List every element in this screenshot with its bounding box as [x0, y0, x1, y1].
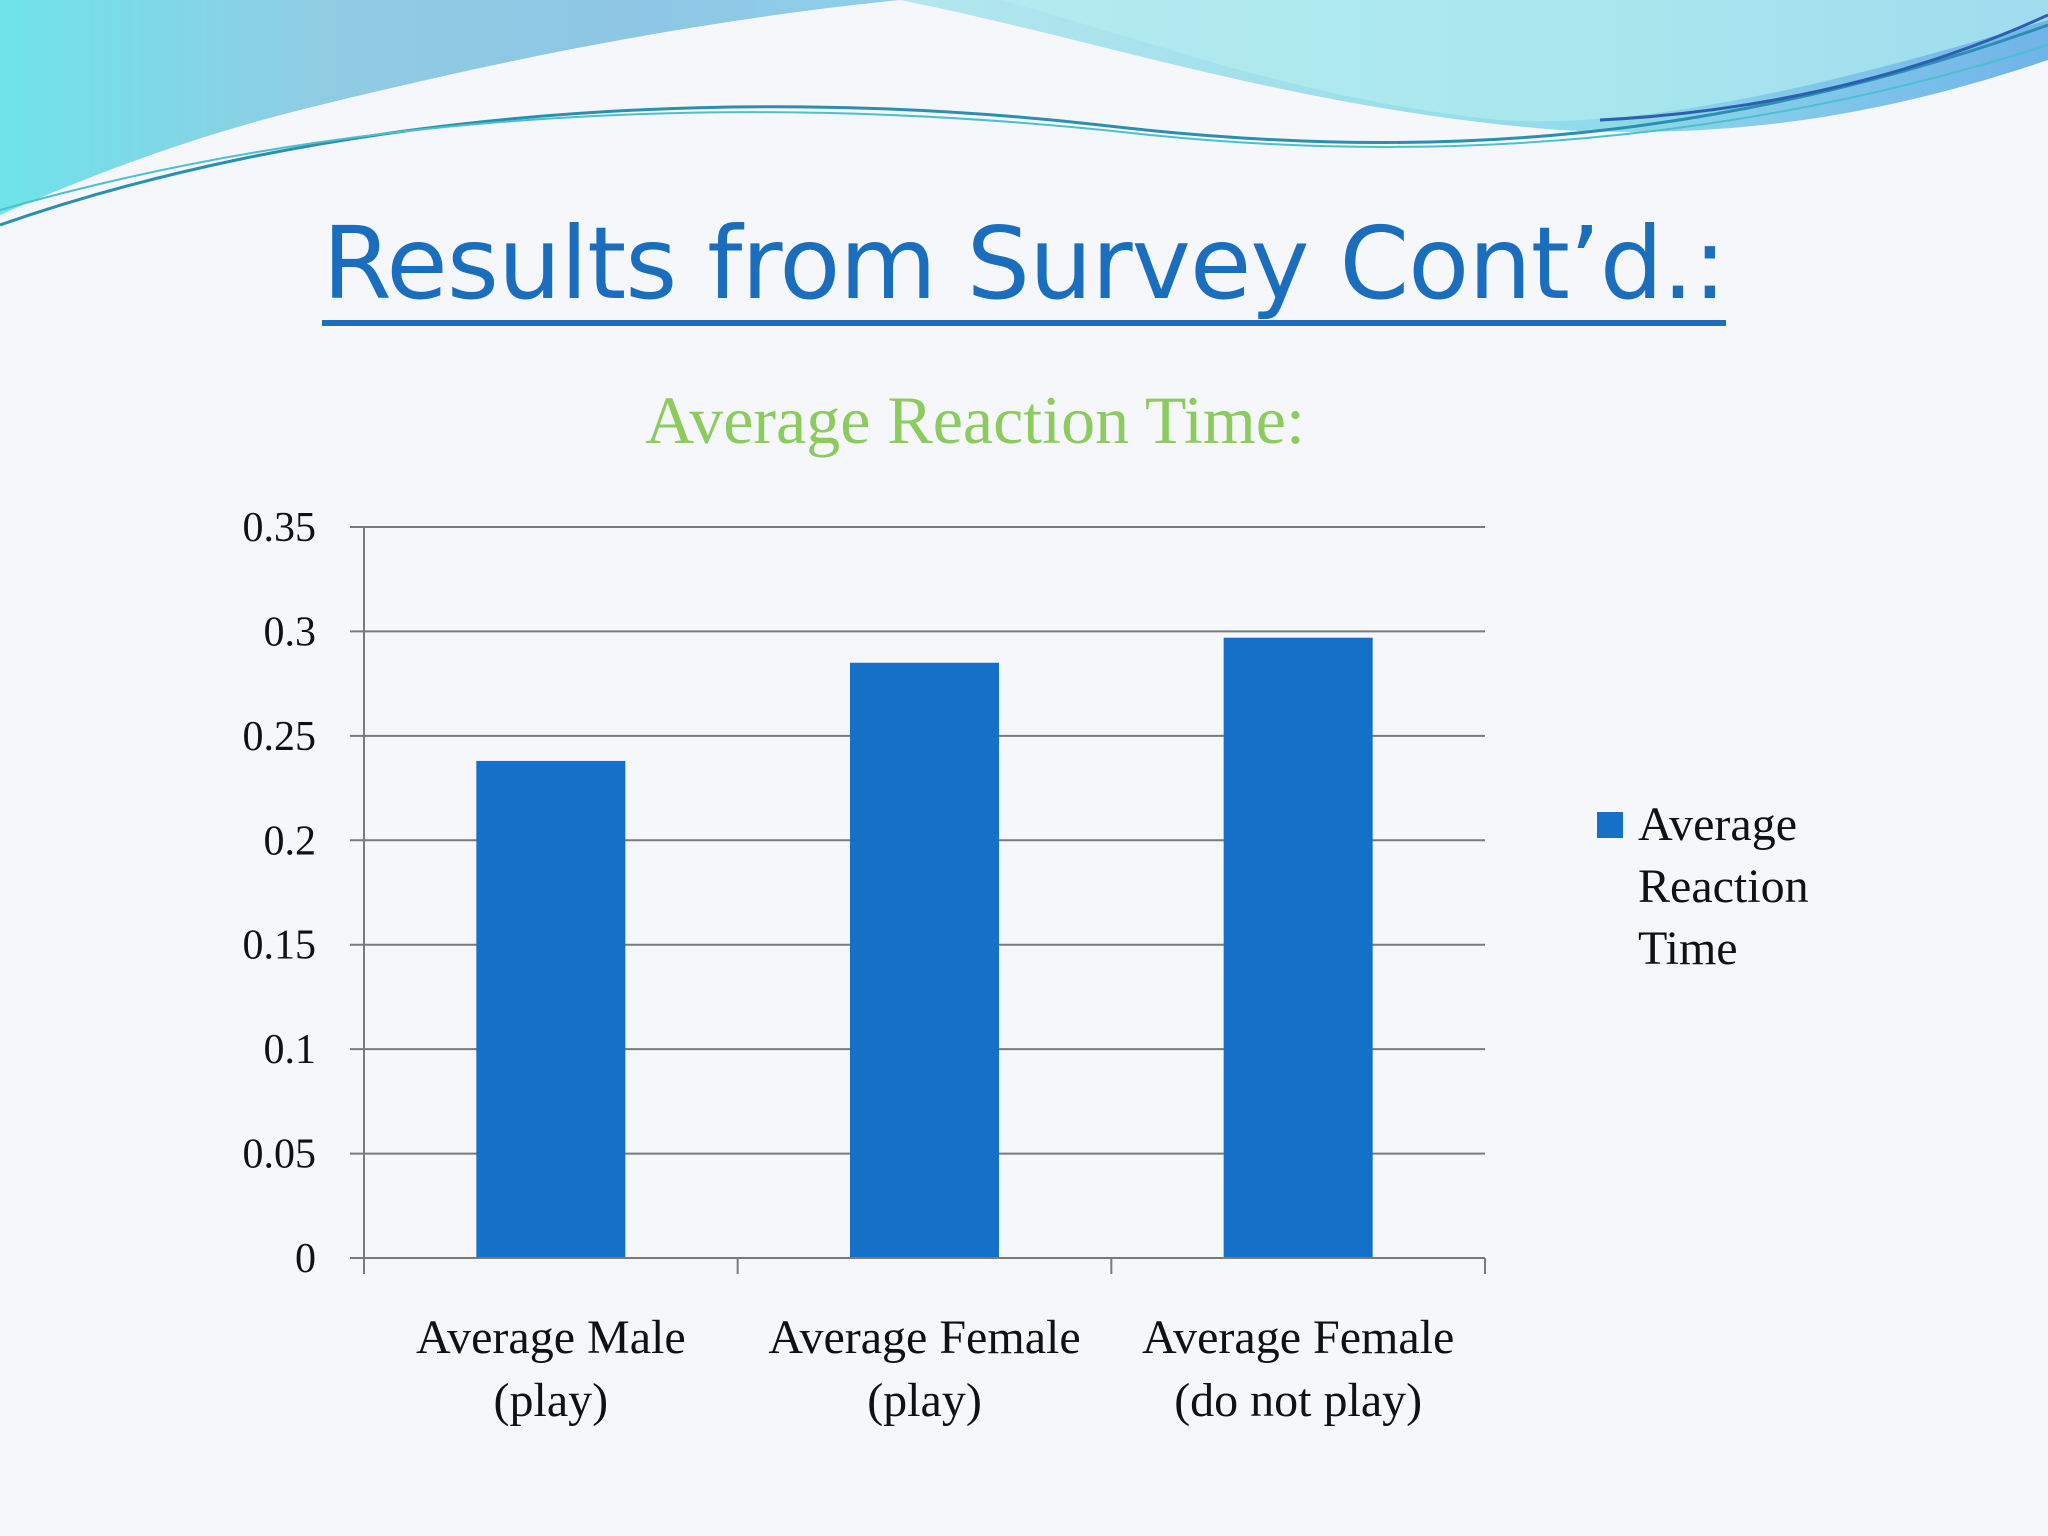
y-tick-labels: 0 0.05 0.1 0.15 0.2 0.25 0.3 0.35 — [243, 505, 317, 1282]
y-tick-label: 0.1 — [264, 1027, 317, 1073]
legend: Average Reaction Time — [1597, 798, 1809, 975]
slide-title-text: Results from Survey Cont’d.: — [322, 208, 1727, 326]
legend-swatch — [1597, 812, 1623, 838]
bar — [1223, 637, 1373, 1258]
wave-decoration — [0, 0, 2048, 227]
y-tick-label: 0.35 — [243, 505, 317, 551]
x-tick-label: Average Female — [768, 1311, 1080, 1364]
y-tick-label: 0.15 — [243, 923, 317, 969]
x-tick-label: Average Female — [1142, 1311, 1454, 1364]
bar — [476, 760, 626, 1258]
y-tick-label: 0.2 — [264, 818, 317, 864]
x-tick-label: (play) — [867, 1374, 982, 1427]
legend-label: Average — [1638, 798, 1797, 851]
legend-label: Reaction — [1638, 860, 1809, 913]
x-tick-label: (do not play) — [1174, 1374, 1422, 1427]
y-tick-label: 0.25 — [243, 714, 317, 760]
y-tick-label: 0.05 — [243, 1132, 317, 1178]
x-tick-label: Average Male — [416, 1311, 686, 1364]
bars — [476, 637, 1373, 1258]
legend-label: Time — [1638, 922, 1738, 975]
chart-title: Average Reaction Time: — [645, 382, 1305, 458]
y-tick-label: 0 — [295, 1236, 316, 1282]
x-tick-labels: Average Male (play) Average Female (play) Av… — [416, 1311, 1454, 1427]
y-tick-label: 0.3 — [264, 609, 317, 655]
x-tick-label: (play) — [494, 1374, 609, 1427]
bar — [850, 662, 999, 1258]
slide-title: Results from Survey Cont’d.: — [0, 205, 2048, 326]
axes — [363, 527, 1486, 1274]
